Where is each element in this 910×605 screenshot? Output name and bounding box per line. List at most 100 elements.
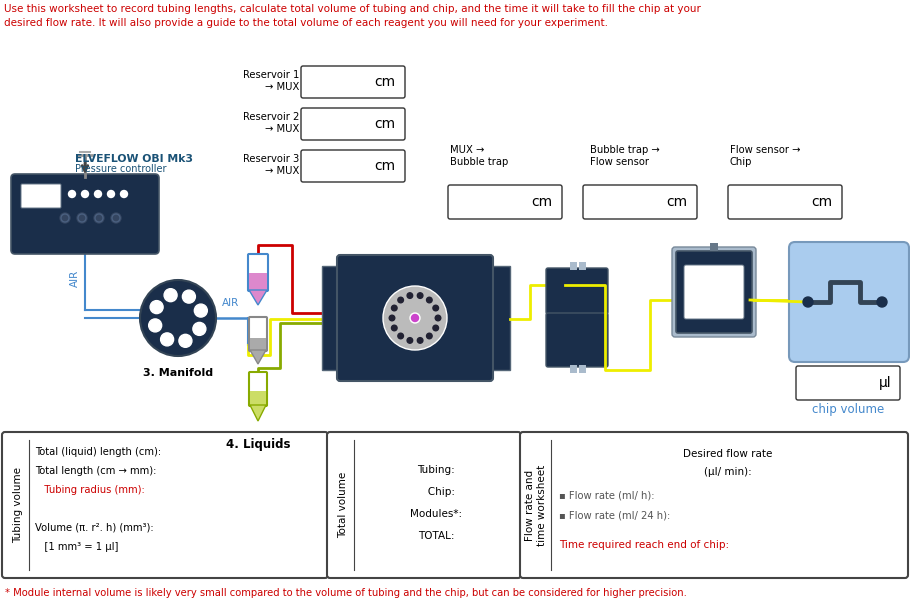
Text: [1 mm³ = 1 μl]: [1 mm³ = 1 μl]: [35, 542, 118, 552]
FancyBboxPatch shape: [789, 242, 909, 362]
FancyBboxPatch shape: [583, 185, 697, 219]
FancyBboxPatch shape: [11, 174, 159, 254]
Text: Chip:: Chip:: [418, 487, 454, 497]
Text: Flow rate and
time worksheet: Flow rate and time worksheet: [525, 465, 547, 546]
FancyBboxPatch shape: [248, 254, 268, 291]
Circle shape: [60, 213, 70, 223]
Text: cm: cm: [666, 195, 687, 209]
Circle shape: [433, 305, 439, 311]
FancyBboxPatch shape: [676, 251, 752, 333]
Text: ▪ Flow rate (ml/ h):: ▪ Flow rate (ml/ h):: [559, 491, 654, 501]
FancyBboxPatch shape: [796, 366, 900, 400]
Circle shape: [68, 191, 76, 197]
Circle shape: [95, 191, 102, 197]
Text: cm: cm: [374, 117, 395, 131]
Text: Reservoir 3
→ MUX: Reservoir 3 → MUX: [243, 154, 299, 177]
Text: Time required reach end of chip:: Time required reach end of chip:: [559, 540, 729, 550]
Text: (μl/ min):: (μl/ min):: [704, 467, 752, 477]
Circle shape: [148, 319, 162, 332]
Circle shape: [383, 286, 447, 350]
Circle shape: [410, 313, 420, 323]
FancyBboxPatch shape: [249, 372, 267, 406]
Circle shape: [435, 315, 440, 321]
Circle shape: [150, 301, 163, 313]
Text: Tubing radius (mm):: Tubing radius (mm):: [35, 485, 145, 495]
Polygon shape: [249, 290, 267, 305]
FancyBboxPatch shape: [546, 268, 608, 314]
Text: Reservoir 2
→ MUX: Reservoir 2 → MUX: [243, 112, 299, 134]
Text: AIR: AIR: [70, 269, 80, 287]
Circle shape: [111, 213, 121, 223]
Circle shape: [140, 280, 216, 356]
Text: TOTAL:: TOTAL:: [418, 531, 454, 541]
Circle shape: [179, 335, 192, 347]
Circle shape: [391, 325, 397, 331]
Text: Tubing volume: Tubing volume: [13, 467, 23, 543]
Circle shape: [411, 315, 419, 321]
FancyBboxPatch shape: [520, 432, 908, 578]
Circle shape: [398, 297, 403, 303]
Bar: [322, 266, 342, 370]
FancyBboxPatch shape: [672, 247, 756, 337]
Text: 3. Manifold: 3. Manifold: [143, 368, 213, 378]
Text: Bubble trap →
Flow sensor: Bubble trap → Flow sensor: [590, 145, 660, 168]
FancyBboxPatch shape: [301, 150, 405, 182]
Circle shape: [877, 297, 887, 307]
Bar: [250, 338, 266, 350]
Text: μl: μl: [879, 376, 892, 390]
Circle shape: [407, 293, 412, 298]
Circle shape: [182, 290, 196, 303]
FancyBboxPatch shape: [301, 66, 405, 98]
Text: Volume (π. r². h) (mm³):: Volume (π. r². h) (mm³):: [35, 523, 154, 533]
Bar: [570, 262, 577, 270]
Text: Tubing:: Tubing:: [417, 465, 455, 475]
FancyBboxPatch shape: [448, 185, 562, 219]
Text: cm: cm: [374, 75, 395, 89]
Bar: [579, 365, 586, 373]
Text: Desired flow rate: Desired flow rate: [683, 449, 773, 459]
Circle shape: [803, 297, 813, 307]
Text: AIR: AIR: [222, 298, 239, 308]
Text: cm: cm: [531, 195, 552, 209]
FancyBboxPatch shape: [327, 432, 521, 578]
Circle shape: [398, 333, 403, 339]
Circle shape: [164, 289, 177, 302]
Circle shape: [427, 333, 432, 339]
FancyBboxPatch shape: [301, 108, 405, 140]
Bar: [249, 273, 267, 290]
Circle shape: [120, 191, 127, 197]
Text: MUX →
Bubble trap: MUX → Bubble trap: [450, 145, 509, 168]
Circle shape: [407, 338, 412, 343]
Circle shape: [418, 293, 423, 298]
Text: Total length (cm → mm):: Total length (cm → mm):: [35, 466, 157, 476]
Polygon shape: [250, 350, 266, 364]
FancyBboxPatch shape: [21, 184, 61, 208]
Polygon shape: [250, 405, 266, 421]
Circle shape: [107, 191, 115, 197]
Text: Reservoir 1
→ MUX: Reservoir 1 → MUX: [243, 70, 299, 93]
FancyBboxPatch shape: [337, 255, 493, 381]
Text: Modules*:: Modules*:: [410, 509, 462, 519]
Bar: [579, 262, 586, 270]
FancyBboxPatch shape: [684, 265, 744, 319]
Circle shape: [427, 297, 432, 303]
Text: cm: cm: [811, 195, 832, 209]
Text: cm: cm: [374, 159, 395, 173]
FancyBboxPatch shape: [546, 313, 608, 367]
Circle shape: [391, 305, 397, 311]
Circle shape: [195, 304, 207, 317]
Circle shape: [193, 322, 206, 335]
FancyBboxPatch shape: [2, 432, 328, 578]
FancyBboxPatch shape: [728, 185, 842, 219]
Circle shape: [77, 213, 87, 223]
Circle shape: [418, 338, 423, 343]
Bar: [570, 365, 577, 373]
Text: Flow sensor →
Chip: Flow sensor → Chip: [730, 145, 801, 168]
Circle shape: [389, 315, 395, 321]
Circle shape: [82, 191, 88, 197]
Text: ELVEFLOW OBI Mk3: ELVEFLOW OBI Mk3: [75, 154, 193, 164]
Text: Use this worksheet to record tubing lengths, calculate total volume of tubing an: Use this worksheet to record tubing leng…: [4, 4, 701, 28]
FancyBboxPatch shape: [249, 317, 267, 351]
Circle shape: [160, 333, 174, 346]
Circle shape: [433, 325, 439, 331]
